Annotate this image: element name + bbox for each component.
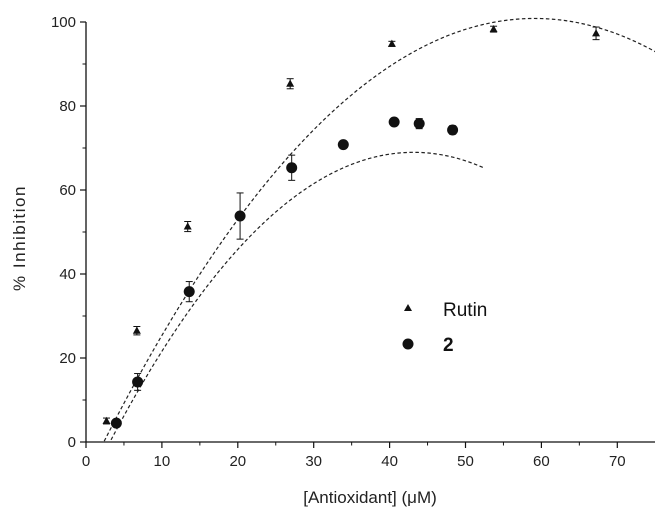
y-tick-label: 100 — [51, 14, 76, 31]
data-point-rutin — [183, 222, 192, 230]
data-point-rutin — [489, 24, 498, 33]
y-tick-label: 40 — [59, 266, 76, 283]
data-point-2 — [132, 376, 144, 388]
legend-label-rutin: Rutin — [443, 300, 487, 321]
fit-curve-rutin — [103, 17, 655, 442]
x-tick-label: 60 — [533, 453, 550, 470]
x-axis-label: [Antioxidant] (μM) — [303, 488, 437, 507]
data-point-2 — [447, 124, 459, 136]
x-tick-label: 10 — [154, 453, 171, 470]
data-point-2 — [286, 162, 298, 174]
plot-area: 0 10 20 30 40 50 60 70 0 20 40 60 80 100 — [51, 14, 655, 470]
data-points — [102, 24, 601, 429]
data-point-2 — [388, 116, 400, 128]
legend-marker-2 — [402, 338, 414, 350]
x-tick-label: 20 — [229, 453, 246, 470]
x-tick-label: 0 — [82, 453, 90, 470]
data-point-2 — [110, 417, 122, 429]
x-axis-ticks: 0 10 20 30 40 50 60 70 — [82, 442, 626, 470]
y-tick-label: 20 — [59, 350, 76, 367]
legend-label-2: 2 — [443, 335, 454, 356]
y-tick-label: 80 — [59, 98, 76, 115]
data-point-rutin — [592, 29, 601, 37]
x-tick-label: 70 — [609, 453, 626, 470]
data-point-2 — [234, 210, 246, 222]
data-point-rutin — [387, 39, 396, 47]
y-tick-label: 60 — [59, 182, 76, 199]
legend-marker-rutin — [404, 304, 412, 311]
data-point-rutin — [286, 79, 295, 87]
fit-curves — [103, 17, 655, 442]
data-point-rutin — [132, 326, 141, 334]
y-axis-label: % Inhibition — [10, 185, 29, 291]
data-point-2 — [413, 118, 425, 130]
legend: Rutin 2 — [402, 300, 487, 356]
y-axis-ticks: 0 20 40 60 80 100 — [51, 14, 86, 451]
data-point-rutin — [102, 416, 111, 424]
x-tick-label: 50 — [457, 453, 474, 470]
fit-curve-2 — [110, 151, 485, 441]
data-point-2 — [337, 139, 349, 151]
x-tick-label: 40 — [381, 453, 398, 470]
data-point-2 — [183, 286, 195, 298]
y-tick-label: 0 — [68, 434, 76, 451]
x-tick-label: 30 — [305, 453, 322, 470]
